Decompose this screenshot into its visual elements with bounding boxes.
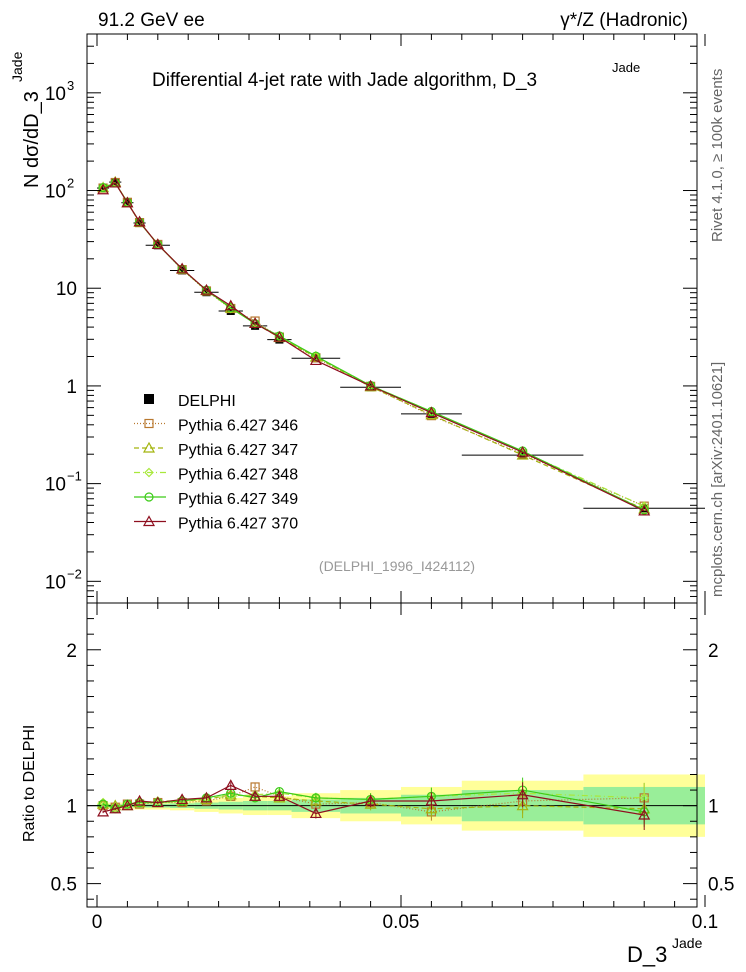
series-370-marker [364,379,377,391]
data-point [251,321,260,330]
series-370-marker [638,504,651,516]
ratio-frame [86,602,698,908]
series-370-marker [200,283,213,295]
x-tick-label: 0.05 [383,912,420,933]
y-tick-label: 10 [45,572,66,593]
y-tick-label: 10 [56,279,77,300]
series-348-marker [639,501,650,512]
y-tick-label: 1 [66,377,77,398]
series-370-marker [249,317,262,328]
series-370-ratio-marker [121,799,134,811]
legend-marker [144,418,154,429]
series-370-marker [425,406,438,418]
series-370-ratio-marker [109,802,122,814]
y-tick-exponent: 2 [67,176,74,191]
series-370-line [102,182,645,512]
x-axis-label-superscript: Jade [672,935,703,951]
main-ylabel-superscript: Jade [9,51,25,82]
y-tick-exponent: 3 [67,78,74,93]
ratio-y-tick-label: 1 [66,797,77,818]
y-tick-exponent: −1 [67,469,82,484]
series-348-ratio-marker [225,791,236,802]
chart-title: Differential 4-jet rate with Jade algori… [152,70,537,91]
legend-marker [144,492,154,502]
legend-marker [142,515,156,527]
legend-marker [142,441,156,453]
header-process-label: γ*/Z (Hadronic) [560,10,688,31]
y-tick-label: 10 [45,475,66,496]
series-370-ratio-marker [133,794,146,806]
y-tick-exponent: −2 [67,566,82,581]
series-370-marker [516,445,529,457]
data-point [226,306,235,315]
data-point [311,354,320,363]
series-370-ratio-marker [151,796,164,808]
main-series-group [97,175,705,516]
series-370-marker [151,238,164,250]
ratio-ylabel: Ratio to DELPHI [21,725,38,842]
series-347-ratio-marker [425,802,438,814]
series-370-marker [224,299,237,311]
analysis-tag: (DELPHI_1996_I424112) [319,558,475,574]
chart-title-superscript: Jade [612,60,640,75]
main-ylabel: N dσ/dD_3 [21,91,43,188]
ratio-y-tick-label-right: 2 [708,641,719,662]
data-point [178,266,187,275]
series-347-line [102,181,645,510]
series-347-ratio-marker [516,799,529,811]
x-tick-label: 0.1 [692,912,718,933]
legend-label: Pythia 6.427 346 [178,418,298,435]
legend-marker [144,467,154,478]
series-349-ratio-marker [311,793,321,803]
series-347-ratio-marker [364,797,377,809]
series-370-ratio-marker [309,807,322,819]
legend: DELPHI Pythia 6.427 346 Pythia 6.427 347 Py… [134,393,298,533]
y-tick-label: 10 [45,84,66,105]
legend-marker-data [144,394,154,404]
data-point [427,409,436,418]
series-370-marker [97,183,110,195]
x-tick-label: 0 [92,912,103,933]
series-370-marker [273,330,286,342]
ratio-series-group [97,777,651,830]
series-370-ratio-marker [97,805,110,817]
y-tick-label: 10 [45,182,66,203]
series-370-marker [109,176,122,188]
series-370-ratio-marker [425,794,438,806]
x-axis-label: D_3 [627,942,667,967]
series-370-ratio-marker [176,793,189,805]
series-370-ratio-marker [273,790,286,801]
series-370-marker [133,215,146,227]
legend-label: Pythia 6.427 349 [178,491,298,508]
series-370-marker [176,262,189,274]
series-370-ratio-marker [200,791,213,803]
legend-label-data: DELPHI [178,393,236,410]
series-370-marker [309,354,322,366]
data-point [640,504,649,513]
side-rivet-label: Rivet 4.1.0, ≥ 100k events [709,69,726,242]
ratio-y-tick-label-right: 1 [708,797,719,818]
side-mcplots-label: mcplots.cern.ch [arXiv:2401.10621] [709,362,726,597]
series-370-marker [121,196,134,208]
data-point [202,288,211,297]
ratio-y-tick-label-right: 0.5 [708,875,734,896]
series-370-ratio-marker [224,779,237,791]
series-370-ratio-marker [249,790,262,801]
series-370-ratio-marker [516,788,529,800]
series-370-ratio-marker [638,808,651,820]
ratio-y-tick-label: 2 [66,641,77,662]
ratio-y-tick-label: 0.5 [51,875,77,896]
legend-label: Pythia 6.427 348 [178,467,298,484]
series-349-line [102,182,645,511]
series-370-ratio-marker [364,794,377,806]
header-energy-label: 91.2 GeV ee [98,10,205,31]
legend-label: Pythia 6.427 370 [178,516,298,533]
legend-label: Pythia 6.427 347 [178,442,298,459]
